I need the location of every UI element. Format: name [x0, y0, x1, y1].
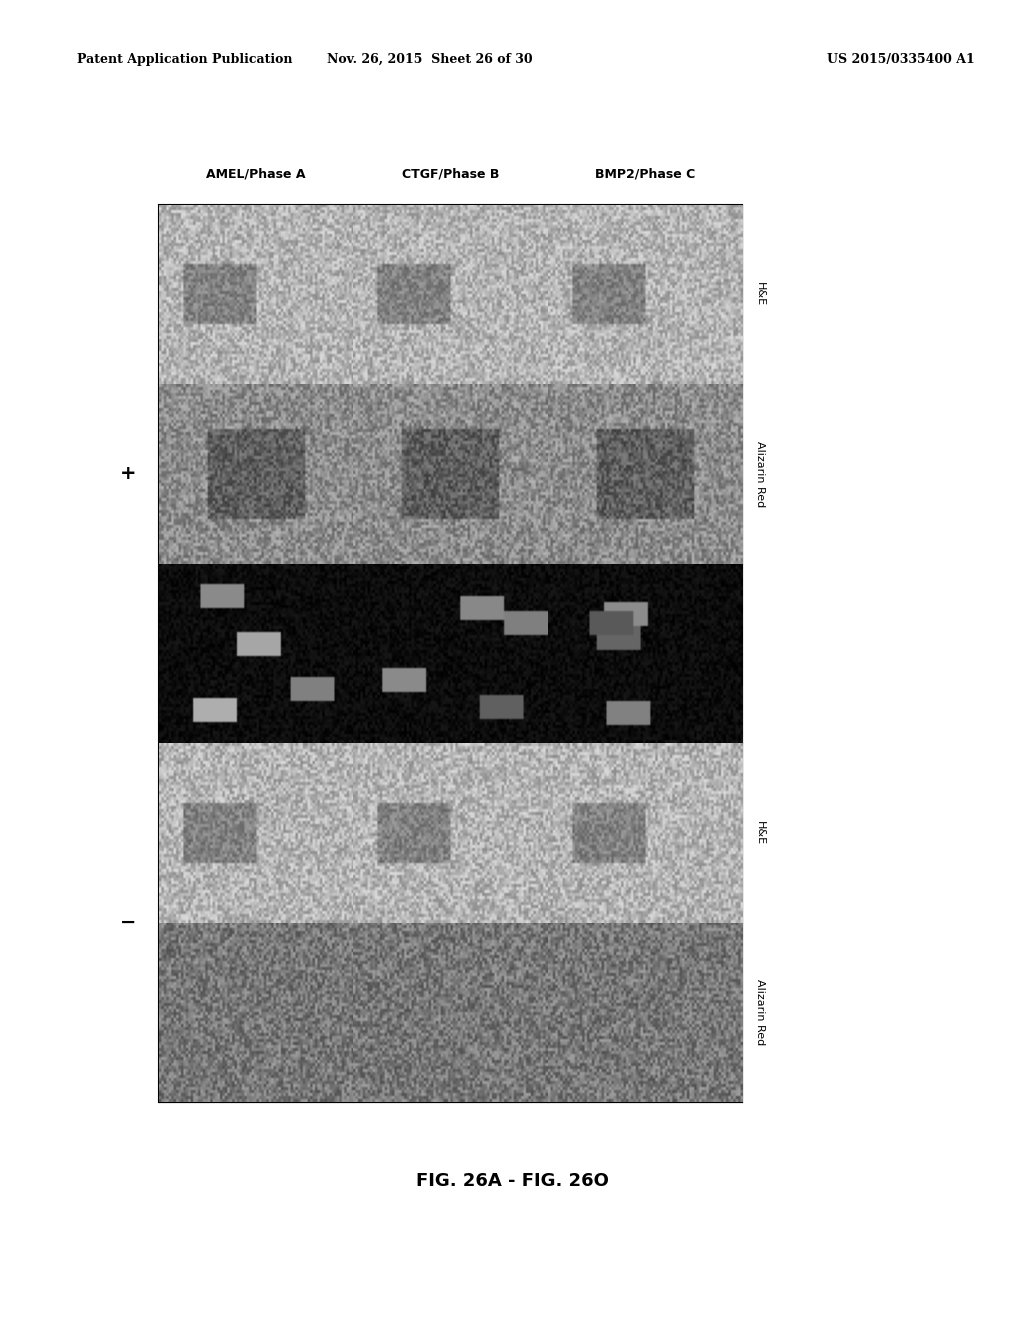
- Bar: [159, 205, 742, 1102]
- Bar: [159, 205, 353, 384]
- Text: L: L: [553, 751, 561, 764]
- Text: FIG. 26A - FIG. 26O: FIG. 26A - FIG. 26O: [416, 1172, 608, 1191]
- Text: Nov. 26, 2015  Sheet 26 of 30: Nov. 26, 2015 Sheet 26 of 30: [328, 53, 532, 66]
- Text: Patent Application Publication: Patent Application Publication: [77, 53, 292, 66]
- Bar: [159, 564, 353, 743]
- Text: G: G: [164, 572, 174, 585]
- Text: H&E: H&E: [755, 282, 765, 306]
- Text: C: C: [553, 213, 562, 226]
- Text: BMP2/Phase C: BMP2/Phase C: [595, 168, 695, 181]
- Text: E: E: [358, 392, 367, 405]
- Text: B: B: [358, 213, 368, 226]
- Text: K: K: [358, 751, 368, 764]
- Bar: [548, 743, 742, 923]
- Bar: [548, 384, 742, 564]
- Text: CTGF/Phase B: CTGF/Phase B: [401, 168, 500, 181]
- Text: CEMP1/DAPI: CEMP1/DAPI: [358, 726, 413, 735]
- Text: DSPP/DAPI: DSPP/DAPI: [164, 726, 211, 735]
- Text: A: A: [164, 213, 173, 226]
- Text: BSP/DAPI: BSP/DAPI: [553, 726, 594, 735]
- Bar: [159, 384, 353, 564]
- Bar: [159, 743, 353, 923]
- Text: Alizarin Red: Alizarin Red: [755, 979, 765, 1045]
- Text: H: H: [358, 572, 369, 585]
- Bar: [353, 743, 548, 923]
- Text: H&E: H&E: [755, 821, 765, 845]
- Bar: [159, 923, 353, 1102]
- Bar: [548, 923, 742, 1102]
- Bar: [353, 205, 548, 384]
- Text: AMEL/Phase A: AMEL/Phase A: [206, 168, 306, 181]
- Bar: [353, 564, 548, 743]
- Text: D: D: [164, 392, 174, 405]
- Text: US 2015/0335400 A1: US 2015/0335400 A1: [827, 53, 975, 66]
- Text: J: J: [164, 751, 169, 764]
- Text: +: +: [120, 465, 136, 483]
- Text: I: I: [553, 572, 557, 585]
- Bar: [548, 205, 742, 384]
- Bar: [353, 384, 548, 564]
- Text: Alizarin Red: Alizarin Red: [755, 441, 765, 507]
- Text: N: N: [358, 931, 369, 944]
- Text: −: −: [120, 913, 136, 932]
- Bar: [353, 923, 548, 1102]
- Bar: [548, 564, 742, 743]
- Text: F: F: [553, 392, 561, 405]
- Text: O: O: [553, 931, 563, 944]
- Text: M: M: [164, 931, 176, 944]
